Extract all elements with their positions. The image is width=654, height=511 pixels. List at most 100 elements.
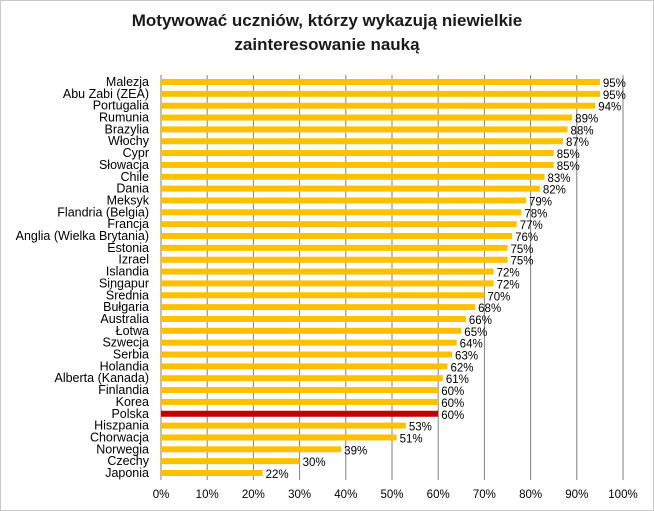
value-label: 75% xyxy=(511,256,534,268)
x-tick-label: 70% xyxy=(473,489,496,501)
value-label: 60% xyxy=(441,398,464,410)
gridlines xyxy=(160,75,624,480)
value-label: 66% xyxy=(469,315,492,327)
bar xyxy=(161,363,448,370)
bar xyxy=(161,114,573,121)
bar xyxy=(161,161,554,168)
bar xyxy=(161,434,397,441)
category-label: Finlandia xyxy=(98,383,149,397)
category-label: Francja xyxy=(107,217,149,231)
value-label: 87% xyxy=(566,137,589,149)
category-label: Japonia xyxy=(105,466,149,480)
category-label: Portugalia xyxy=(93,99,149,113)
category-label: Brazylia xyxy=(105,122,150,136)
bar xyxy=(161,90,600,97)
bar xyxy=(161,173,545,180)
x-tick-label: 20% xyxy=(242,489,265,501)
value-label: 39% xyxy=(344,445,367,457)
value-label: 64% xyxy=(460,339,483,351)
category-label: Słowacja xyxy=(99,158,149,172)
value-label: 63% xyxy=(455,351,478,363)
value-label: 85% xyxy=(557,149,580,161)
bar xyxy=(161,422,406,429)
bar xyxy=(161,304,476,311)
bar xyxy=(161,126,568,133)
category-label: Łotwa xyxy=(116,324,149,338)
x-tick-label: 60% xyxy=(427,489,450,501)
category-label: Australia xyxy=(100,312,149,326)
category-label: Chorwacja xyxy=(90,430,149,444)
value-label: 95% xyxy=(603,90,626,102)
value-label: 83% xyxy=(547,173,570,185)
category-label: Estonia xyxy=(107,241,149,255)
category-label: Szwecja xyxy=(102,336,149,350)
bar xyxy=(161,339,457,346)
value-label: 85% xyxy=(557,161,580,173)
bar xyxy=(161,197,526,204)
category-label: Norwegia xyxy=(96,442,149,456)
x-tick-label: 40% xyxy=(334,489,357,501)
category-label: Dania xyxy=(116,182,149,196)
x-tick-label: 50% xyxy=(380,489,403,501)
bar xyxy=(161,256,508,263)
category-label: Rumunia xyxy=(99,111,149,125)
bar xyxy=(161,102,596,109)
category-label: Islandia xyxy=(106,265,149,279)
category-label: Singapur xyxy=(99,276,149,290)
category-label: Alberta (Kanada) xyxy=(54,371,149,385)
bar xyxy=(161,221,517,228)
category-label: Izrael xyxy=(118,253,149,267)
category-label: Średnia xyxy=(106,287,149,302)
x-tick-label: 80% xyxy=(519,489,542,501)
x-tick-label: 30% xyxy=(288,489,311,501)
bar xyxy=(161,209,522,216)
bar xyxy=(161,244,508,251)
value-label: 82% xyxy=(543,185,566,197)
bar xyxy=(161,458,300,465)
category-label: Flandria (Belgia) xyxy=(57,205,149,219)
bar xyxy=(161,79,600,85)
value-label: 65% xyxy=(464,327,487,339)
bar xyxy=(161,351,453,358)
category-label: Malezja xyxy=(106,75,149,89)
category-label: Polska xyxy=(111,407,149,421)
bar xyxy=(161,315,466,322)
bar xyxy=(161,185,540,192)
value-label: 61% xyxy=(446,374,469,386)
category-label: Holandia xyxy=(100,359,149,373)
value-label: 88% xyxy=(571,125,594,137)
bar xyxy=(161,398,439,405)
bar xyxy=(161,268,494,275)
category-label: Abu Zabi (ZEA) xyxy=(63,87,149,101)
chart-title-line-2: zainteresowanie nauką xyxy=(234,35,420,54)
x-tick-label: 90% xyxy=(565,489,588,501)
bar xyxy=(161,446,342,453)
value-label: 89% xyxy=(575,114,598,126)
value-label: 75% xyxy=(511,244,534,256)
value-label: 79% xyxy=(529,196,552,208)
value-label: 95% xyxy=(603,78,626,90)
value-label: 60% xyxy=(441,410,464,422)
x-tick-label: 100% xyxy=(608,489,637,501)
category-label: Chile xyxy=(121,170,150,184)
value-label: 30% xyxy=(303,457,326,469)
bar xyxy=(161,292,485,299)
value-label: 51% xyxy=(400,433,423,445)
category-label: Hiszpania xyxy=(94,419,149,433)
value-label: 68% xyxy=(478,303,501,315)
category-label: Włochy xyxy=(108,134,150,148)
category-label: Anglia (Wielka Brytania) xyxy=(16,229,149,243)
value-labels: 95%95%94%89%88%87%85%85%83%82%79%78%77%7… xyxy=(266,78,626,481)
category-label: Cypr xyxy=(123,146,149,160)
value-label: 70% xyxy=(487,291,510,303)
bar xyxy=(161,138,563,145)
value-label: 72% xyxy=(497,279,520,291)
category-label: Korea xyxy=(116,395,149,409)
value-label: 78% xyxy=(524,208,547,220)
category-label: Bułgaria xyxy=(103,300,149,314)
category-label: Meksyk xyxy=(107,193,150,207)
bar xyxy=(161,375,443,382)
value-label: 76% xyxy=(515,232,538,244)
x-tick-labels: 0% 10% 20% 30% 40% 50% 60% 70% 80% 90% 100% xyxy=(153,489,638,501)
